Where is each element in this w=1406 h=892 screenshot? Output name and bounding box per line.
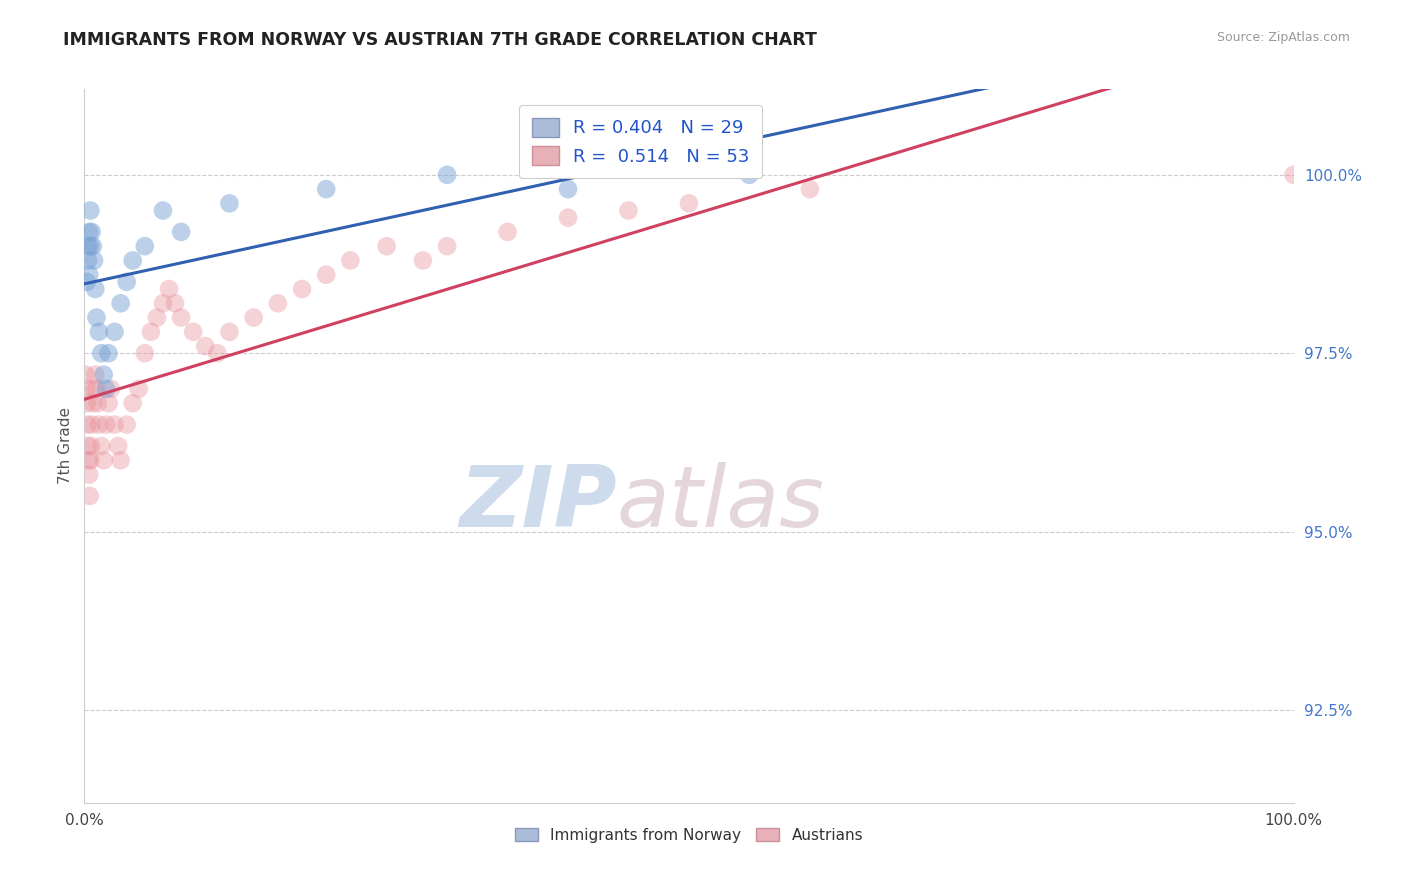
Point [77, 253, 100, 268]
Point [80, 417, 103, 432]
Point [104, 325, 127, 339]
Point [93, 368, 115, 382]
Point [77, 225, 100, 239]
Point [617, 203, 640, 218]
Point [83, 382, 105, 396]
Point [94, 382, 117, 396]
Point [218, 196, 240, 211]
Point [79, 489, 101, 503]
Point [94, 417, 117, 432]
Point [146, 310, 169, 325]
Point [75, 368, 97, 382]
Point [412, 253, 434, 268]
Point [152, 296, 174, 310]
Point [90, 439, 112, 453]
Point [107, 439, 129, 453]
Point [87, 325, 110, 339]
Point [121, 253, 143, 268]
Point [87, 417, 110, 432]
Point [75, 382, 97, 396]
Point [194, 339, 217, 353]
Point [557, 211, 579, 225]
Point [110, 296, 132, 310]
Point [738, 168, 761, 182]
Point [83, 253, 105, 268]
Point [86, 310, 108, 325]
Point [315, 182, 337, 196]
Point [77, 467, 100, 482]
Point [799, 182, 821, 196]
Point [218, 325, 240, 339]
Text: Source: ZipAtlas.com: Source: ZipAtlas.com [1216, 31, 1350, 45]
Text: IMMIGRANTS FROM NORWAY VS AUSTRIAN 7TH GRADE CORRELATION CHART: IMMIGRANTS FROM NORWAY VS AUSTRIAN 7TH G… [63, 31, 817, 49]
Point [77, 239, 100, 253]
Point [557, 182, 579, 196]
Point [76, 417, 98, 432]
Point [207, 346, 229, 360]
Point [115, 275, 138, 289]
Point [170, 225, 193, 239]
Point [134, 346, 156, 360]
Point [82, 239, 104, 253]
Point [93, 453, 115, 467]
Point [77, 439, 100, 453]
Point [84, 282, 107, 296]
Point [80, 439, 103, 453]
Point [315, 268, 337, 282]
Point [82, 396, 104, 410]
Point [165, 296, 187, 310]
Text: atlas: atlas [616, 461, 824, 545]
Point [104, 417, 127, 432]
Point [436, 239, 458, 253]
Point [79, 203, 101, 218]
Point [678, 196, 700, 211]
Y-axis label: 7th Grade: 7th Grade [58, 408, 73, 484]
Point [267, 296, 290, 310]
Point [121, 396, 143, 410]
Point [152, 203, 174, 218]
Point [79, 453, 101, 467]
Point [79, 239, 101, 253]
Point [77, 453, 100, 467]
Point [86, 396, 108, 410]
Point [80, 225, 103, 239]
Text: ZIP: ZIP [458, 461, 616, 545]
Point [84, 368, 107, 382]
Legend: Immigrants from Norway, Austrians: Immigrants from Norway, Austrians [509, 822, 869, 848]
Point [115, 417, 138, 432]
Point [134, 239, 156, 253]
Point [97, 346, 120, 360]
Point [496, 225, 519, 239]
Point [128, 382, 150, 396]
Point [181, 325, 204, 339]
Point [291, 282, 314, 296]
Point [436, 168, 458, 182]
Point [110, 453, 132, 467]
Point [76, 396, 98, 410]
Point [77, 268, 100, 282]
Point [242, 310, 264, 325]
Point [339, 253, 361, 268]
Point [375, 239, 398, 253]
Point [1282, 168, 1305, 182]
Point [100, 382, 122, 396]
Point [90, 346, 112, 360]
Point [170, 310, 193, 325]
Point [157, 282, 180, 296]
Point [76, 275, 98, 289]
Point [86, 382, 108, 396]
Point [97, 396, 120, 410]
Point [139, 325, 162, 339]
